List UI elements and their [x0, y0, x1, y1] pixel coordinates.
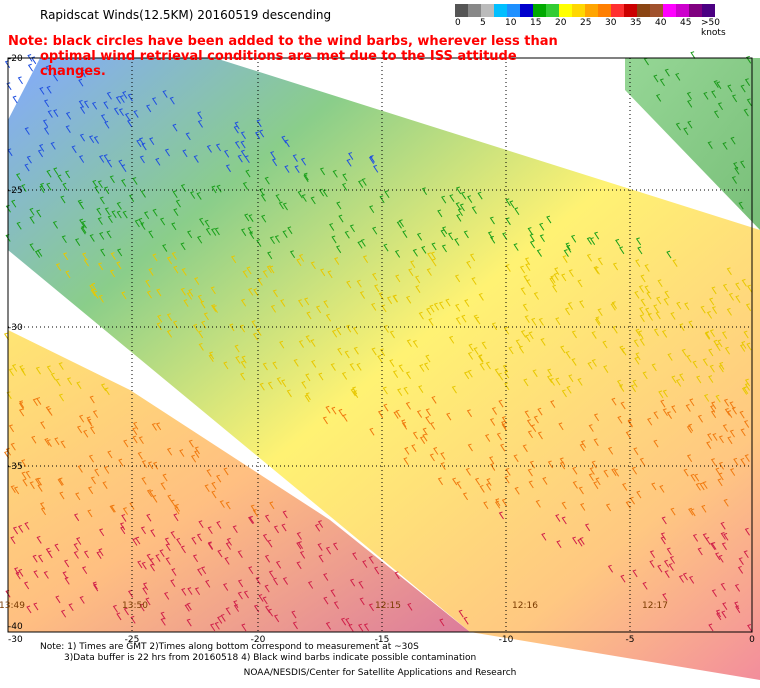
contamination-note: Note: black circles have been added to t… — [8, 34, 568, 79]
footer-credit: NOAA/NESDIS/Center for Satellite Applica… — [0, 668, 760, 678]
legend-swatch — [455, 4, 468, 17]
lat-label: -35 — [8, 462, 23, 472]
corner-lon-label: -30 — [8, 635, 23, 645]
note-line-2: optimal wind retrieval conditions are me… — [8, 49, 568, 79]
footer-note-1: Note: 1) Times are GMT 2)Times along bot… — [40, 642, 419, 652]
legend-label: 35 — [630, 18, 641, 28]
lat-label: -40 — [8, 622, 23, 632]
time-label: 12:15 — [375, 601, 401, 611]
time-label: 12:16 — [512, 601, 538, 611]
legend-labels: 0 5 10 15 20 25 30 35 40 45 >50 knots — [455, 17, 715, 31]
legend-swatch — [559, 4, 572, 17]
lon-label: 0 — [749, 635, 755, 645]
time-label: 13:50 — [122, 601, 148, 611]
lon-label: -10 — [499, 635, 514, 645]
lon-label: -5 — [626, 635, 635, 645]
legend-label: >50 knots — [701, 18, 726, 38]
legend-label: 20 — [555, 18, 566, 28]
note-line-1: Note: black circles have been added to t… — [8, 34, 558, 49]
time-label: 13:49 — [0, 601, 25, 611]
legend-label: 40 — [655, 18, 666, 28]
time-label: 12:17 — [642, 601, 668, 611]
lat-label: -30 — [8, 323, 23, 333]
map-title: Rapidscat Winds(12.5KM) 20160519 descend… — [40, 8, 331, 22]
footer-note-2: 3)Data buffer is 22 hrs from 20160518 4)… — [64, 653, 476, 663]
legend-label: 5 — [480, 18, 486, 28]
legend-swatch — [611, 4, 624, 17]
legend-swatch — [676, 4, 689, 17]
legend-swatch — [637, 4, 650, 17]
legend-swatch — [481, 4, 494, 17]
legend-swatch — [572, 4, 585, 17]
legend-swatch — [520, 4, 533, 17]
legend-label: 45 — [680, 18, 691, 28]
legend-swatch — [546, 4, 559, 17]
legend-swatch — [650, 4, 663, 17]
legend-swatch — [663, 4, 676, 17]
legend-swatch — [468, 4, 481, 17]
wind-speed-legend: 0 5 10 15 20 25 30 35 40 45 >50 knots — [455, 4, 715, 31]
legend-label: 30 — [605, 18, 616, 28]
legend-swatch — [702, 4, 715, 17]
legend-label: 25 — [580, 18, 591, 28]
legend-swatch — [585, 4, 598, 17]
legend-swatch — [598, 4, 611, 17]
legend-swatch — [507, 4, 520, 17]
legend-label: 15 — [530, 18, 541, 28]
legend-swatch — [689, 4, 702, 17]
legend-label: 10 — [505, 18, 516, 28]
legend-swatch — [624, 4, 637, 17]
lat-label: -25 — [8, 186, 23, 196]
legend-swatch — [494, 4, 507, 17]
wind-barb-swaths — [5, 52, 760, 680]
legend-color-bar — [455, 4, 715, 17]
wind-barb — [13, 96, 17, 103]
legend-label: 0 — [455, 18, 461, 28]
legend-swatch — [533, 4, 546, 17]
